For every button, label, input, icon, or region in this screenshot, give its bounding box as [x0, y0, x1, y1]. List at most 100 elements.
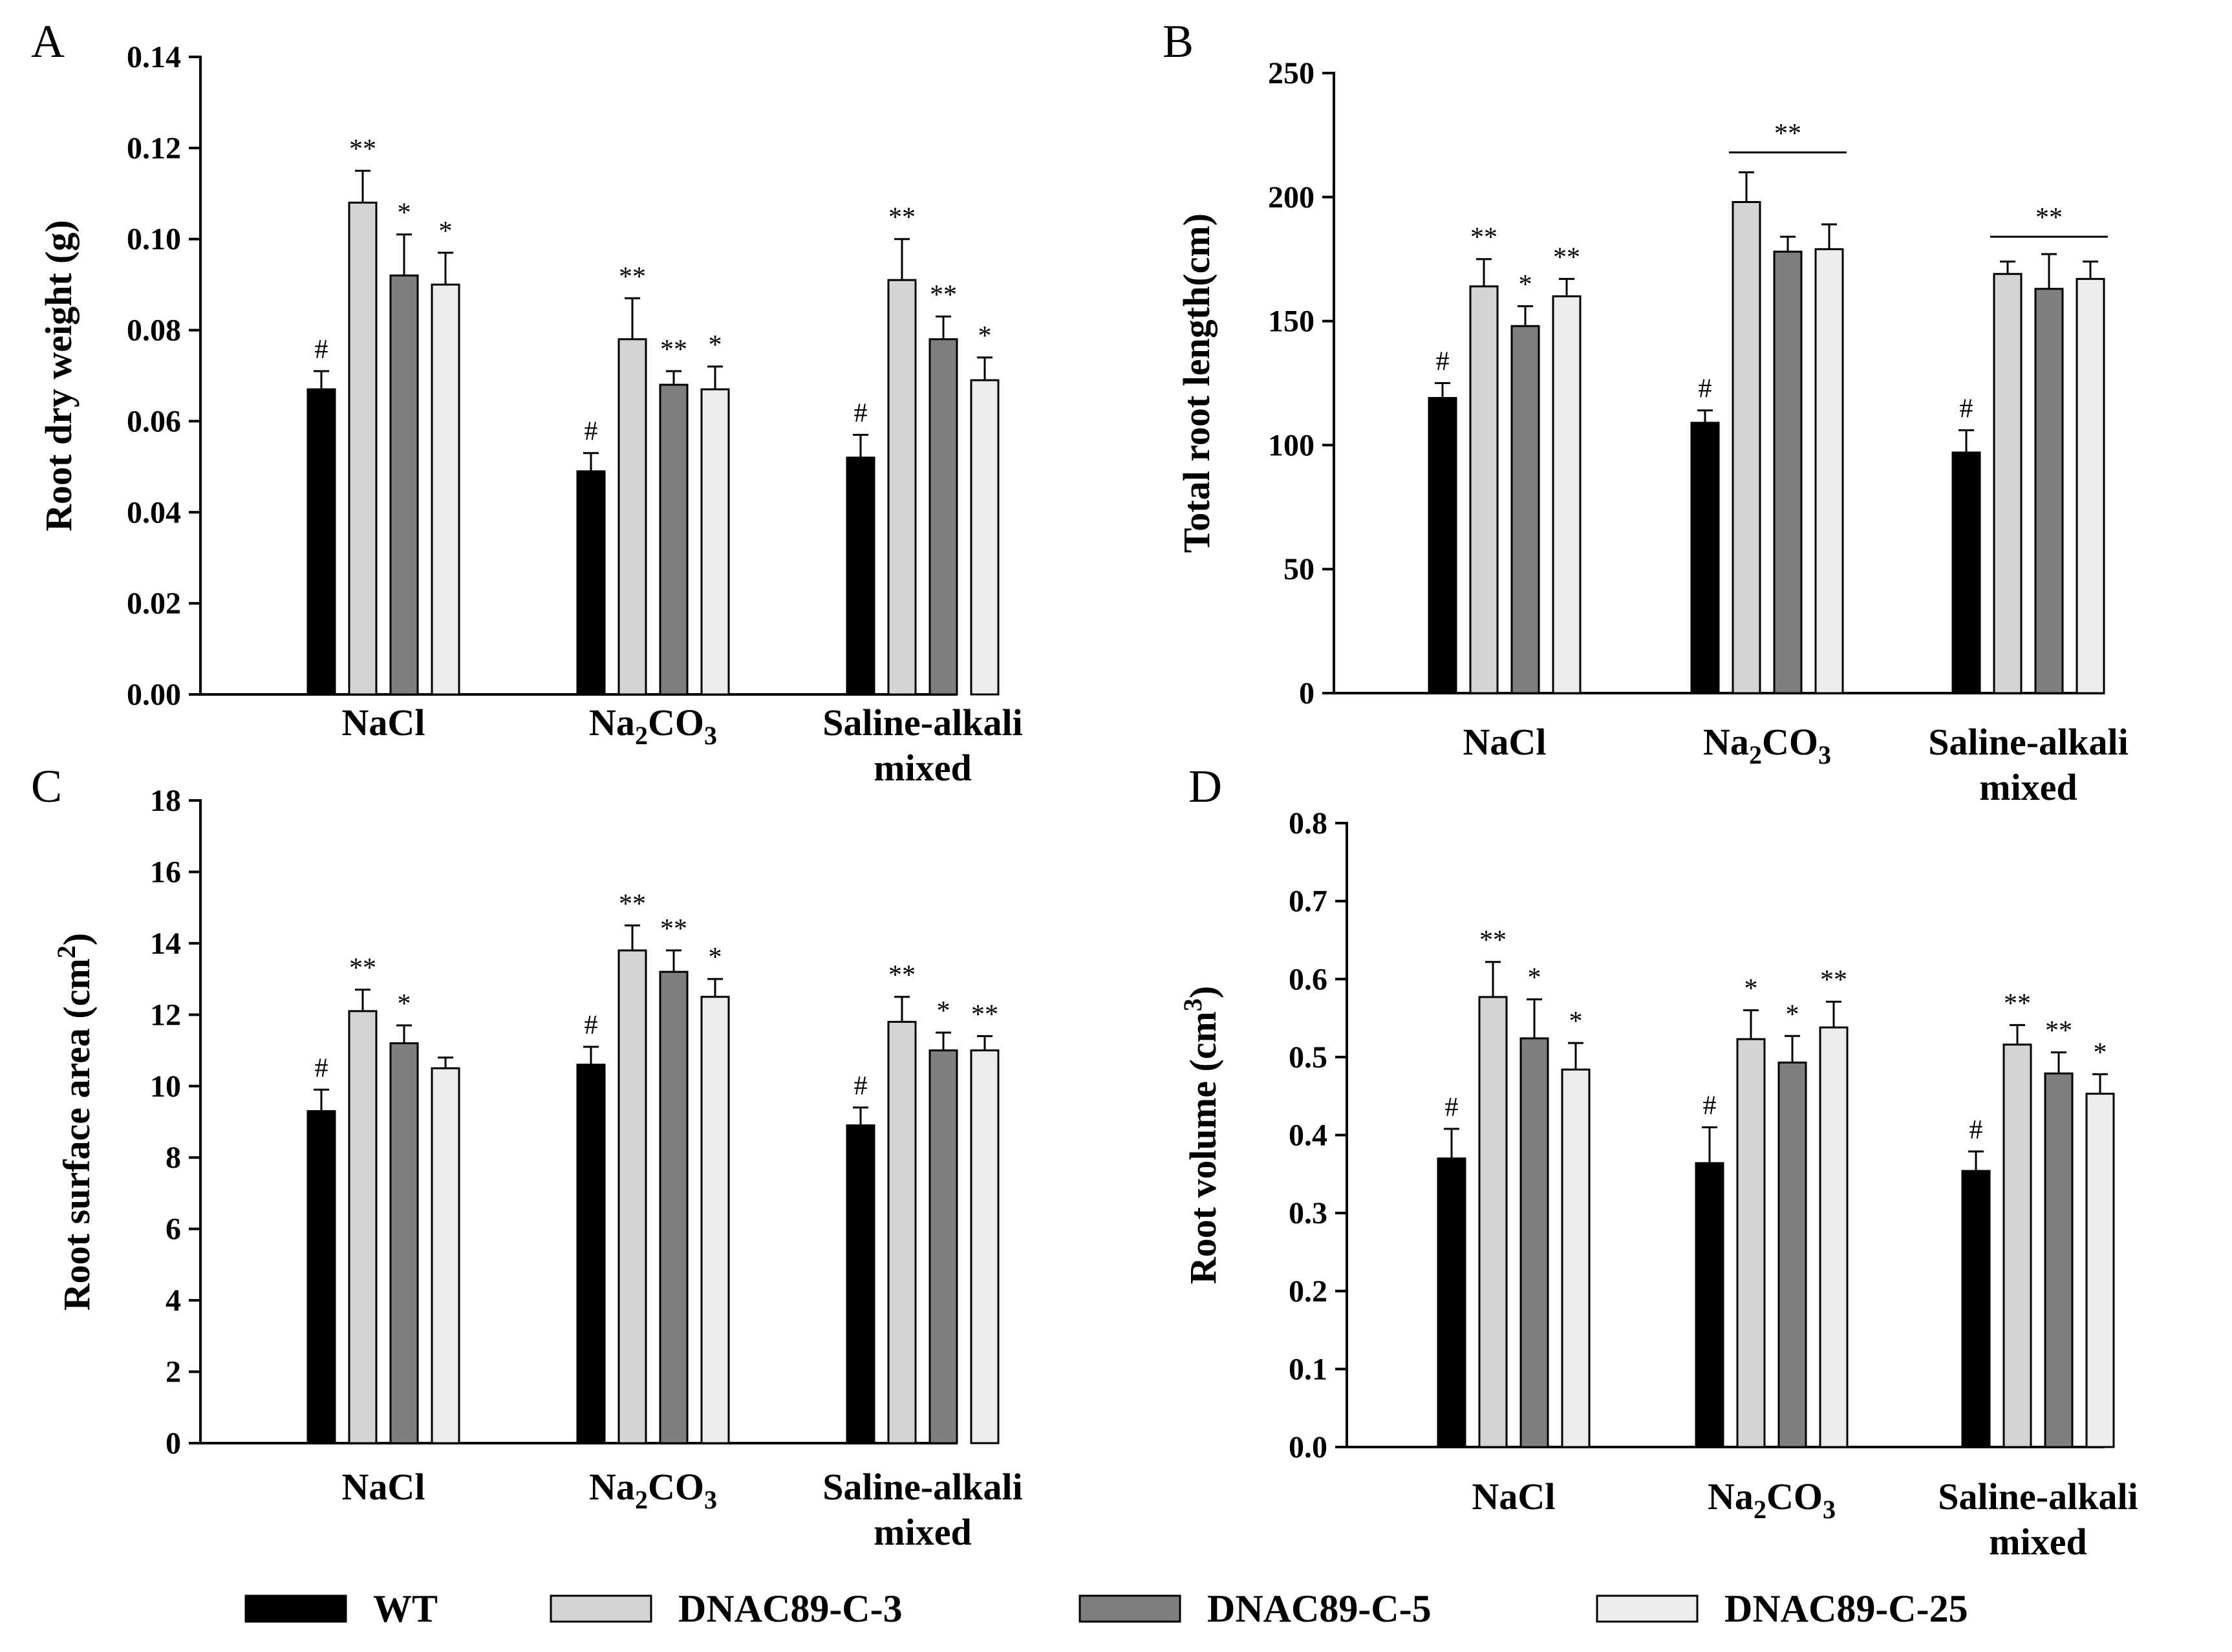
bar: [348, 1010, 378, 1444]
significance-mark: **: [660, 914, 687, 944]
significance-mark: *: [1569, 1007, 1583, 1036]
category-label: Saline-alkali: [822, 702, 1022, 744]
bar: [1819, 1026, 1849, 1448]
category-label: NaCl: [342, 702, 425, 744]
significance-mark: *: [709, 330, 722, 360]
bar: [846, 456, 875, 696]
legend-swatch: [1596, 1594, 1699, 1623]
significance-mark: **: [1479, 926, 1507, 956]
category-label: Na2CO3: [1703, 721, 1831, 769]
significance-mark: *: [937, 996, 950, 1026]
significance-mark: #: [585, 417, 598, 447]
y-tick-label: 0.8: [1289, 806, 1327, 841]
bar: [700, 388, 730, 696]
bar: [1469, 285, 1499, 694]
bar: [1510, 325, 1540, 694]
bar: [2085, 1093, 2115, 1448]
y-tick-label: 10: [150, 1069, 181, 1104]
significance-mark: *: [398, 989, 411, 1019]
bar: [1437, 1157, 1466, 1448]
bar: [389, 1042, 419, 1444]
bar: [576, 470, 606, 696]
bar: [659, 971, 689, 1444]
bar: [1736, 1038, 1766, 1448]
y-tick-label: 0.5: [1289, 1040, 1327, 1075]
significance-mark: #: [1436, 347, 1450, 377]
category-label-line2: mixed: [874, 747, 971, 789]
y-tick-label: 0: [166, 1426, 181, 1461]
y-tick-label: 0.04: [127, 495, 181, 530]
y-tick-label: 8: [166, 1141, 181, 1175]
significance-mark: **: [2045, 1016, 2072, 1046]
significance-mark: **: [1820, 965, 1847, 995]
significance-mark: **: [2004, 989, 2031, 1018]
bar: [576, 1064, 606, 1444]
y-axis-label: Total root length(cm): [1175, 213, 1218, 553]
y-axis-label: Root volume (cm3): [1178, 986, 1224, 1284]
chart-panel-a: A 0.00 0.02 0.04 0.06 0.08 0.10 0.12 0.14 Root dr…: [31, 16, 1023, 789]
legend-item: DNAC89-C-25: [1596, 1587, 1968, 1630]
chart-panel-c: C 0 2 4 6 8 10 12 14 16 18 Root surface area (cm2) #…: [31, 760, 1023, 1553]
significance-mark: **: [888, 203, 916, 233]
bar: [928, 338, 958, 696]
group-significance-mark: **: [1774, 119, 1801, 149]
y-tick-label: 0.12: [127, 131, 181, 166]
category-label: NaCl: [1472, 1475, 1556, 1518]
significance-mark: **: [971, 1000, 998, 1029]
bar: [970, 1049, 1000, 1444]
bar: [1695, 1162, 1724, 1448]
legend-item: WT: [244, 1587, 438, 1630]
significance-mark: **: [349, 134, 376, 164]
chart-panel-d: D 0.0 0.1 0.2 0.3 0.4 0.5 0.6 0.7 0.8 Root volume …: [1178, 760, 2138, 1563]
category-label-line2: mixed: [874, 1511, 971, 1553]
bar: [928, 1049, 958, 1444]
significance-mark: *: [398, 198, 411, 228]
y-tick-label: 0.08: [127, 314, 181, 348]
y-tick-label: 0.0: [1289, 1430, 1327, 1464]
y-tick-label: 14: [150, 927, 181, 961]
group-significance-mark: **: [2035, 203, 2063, 233]
bar: [2076, 277, 2105, 694]
legend-label: WT: [373, 1587, 438, 1630]
bar: [1773, 250, 1803, 694]
legend: WT DNAC89-C-3 DNAC89-C-5 DNAC89-C-25: [244, 1587, 1968, 1630]
legend-item: DNAC89-C-3: [550, 1587, 903, 1630]
legend-item: DNAC89-C-5: [1078, 1587, 1432, 1630]
bar: [1993, 273, 2023, 694]
y-tick-label: 12: [150, 998, 181, 1032]
significance-mark: #: [854, 399, 868, 429]
significance-mark: #: [854, 1071, 868, 1101]
bar: [306, 388, 336, 696]
significance-mark: **: [619, 262, 646, 292]
legend-swatch: [244, 1594, 347, 1623]
bar: [617, 338, 647, 696]
y-axis-label: Root surface area (cm2): [52, 933, 98, 1311]
bar: [1478, 996, 1508, 1448]
bar: [431, 1067, 460, 1444]
significance-mark: **: [1553, 242, 1580, 272]
bar: [1951, 451, 1981, 694]
bar: [1814, 248, 1844, 694]
y-axis-label: Root dry weight (g): [38, 220, 80, 531]
y-tick-label: 16: [150, 855, 181, 889]
bar: [1552, 295, 1582, 694]
significance-mark: #: [1445, 1093, 1459, 1122]
y-tick-label: 0.2: [1289, 1274, 1327, 1309]
category-label: Na2CO3: [589, 1466, 717, 1514]
bar: [1961, 1170, 1991, 1448]
significance-mark: *: [1744, 974, 1758, 1004]
significance-mark: *: [709, 943, 722, 972]
y-tick-label: 100: [1268, 428, 1315, 462]
bar: [846, 1124, 875, 1444]
y-tick-label: 0.4: [1289, 1119, 1327, 1153]
bar: [348, 201, 378, 696]
category-label: Saline-alkali: [1928, 721, 2128, 763]
category-label-line2: mixed: [1979, 766, 2077, 808]
bar: [2034, 288, 2064, 694]
significance-mark: #: [1703, 1091, 1717, 1121]
panel-letter: B: [1163, 16, 1194, 67]
bar: [1690, 422, 1720, 694]
y-tick-label: 0.14: [127, 40, 181, 74]
y-tick-label: 0: [1299, 676, 1315, 711]
